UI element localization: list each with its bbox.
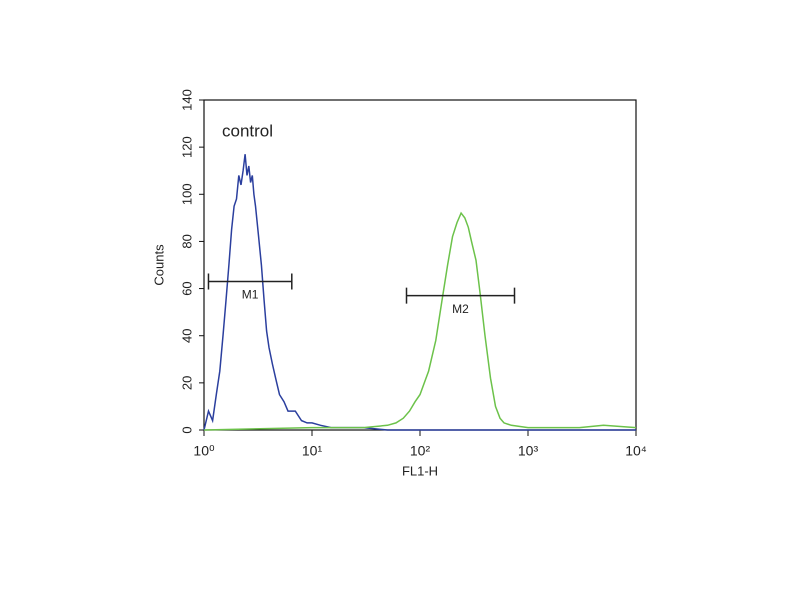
y-tick-label: 60 bbox=[179, 281, 194, 295]
annotation: control bbox=[222, 121, 273, 140]
x-tick-label: 10² bbox=[410, 443, 431, 459]
gate-label: M1 bbox=[242, 288, 259, 302]
y-tick-label: 20 bbox=[179, 376, 194, 390]
y-tick-label: 140 bbox=[179, 89, 194, 111]
x-tick-label: 10¹ bbox=[302, 443, 323, 459]
y-tick-label: 120 bbox=[179, 136, 194, 158]
gate-label: M2 bbox=[452, 302, 469, 316]
histogram-line bbox=[203, 211, 637, 431]
x-tick-label: 10⁴ bbox=[625, 443, 647, 459]
x-tick-label: 10³ bbox=[518, 443, 539, 459]
plot-frame bbox=[203, 99, 637, 431]
histogram-line bbox=[203, 154, 636, 431]
x-axis-label: FL1-H bbox=[402, 463, 438, 478]
y-tick-label: 80 bbox=[179, 234, 194, 248]
y-tick-label: 0 bbox=[179, 426, 194, 433]
x-tick-label: 10⁰ bbox=[193, 443, 215, 459]
y-tick-label: 100 bbox=[179, 183, 194, 205]
y-axis-label: Counts bbox=[151, 244, 166, 286]
y-tick-label: 40 bbox=[179, 328, 194, 342]
